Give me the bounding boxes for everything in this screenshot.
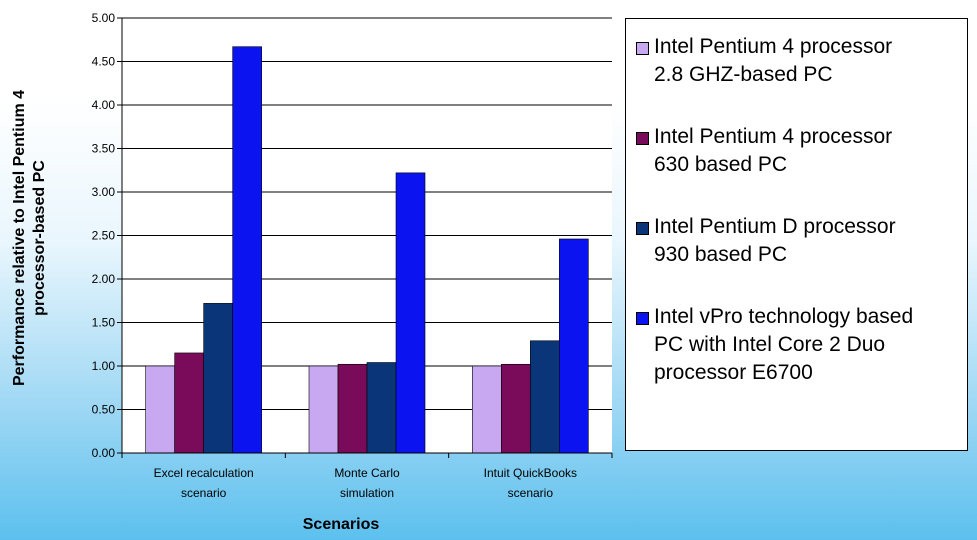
bar — [232, 46, 262, 454]
bar — [174, 352, 204, 454]
legend-swatch — [636, 42, 649, 55]
legend-item: Intel Pentium 4 processor 630 based PC — [636, 123, 967, 213]
y-tick-label: 0.00 — [92, 446, 116, 460]
legend-swatch — [636, 132, 649, 145]
y-tick-label: 2.50 — [92, 229, 116, 243]
legend-label: Intel Pentium D processor 930 based PC — [654, 215, 896, 266]
bar — [559, 238, 589, 454]
bar — [472, 365, 502, 454]
y-tick-label: 1.00 — [92, 359, 116, 373]
x-tick-label: Excel recalculation scenario — [154, 466, 254, 500]
y-axis-title: Performance relative to Intel Pentium 4 … — [11, 89, 48, 387]
y-tick-label: 4.50 — [92, 55, 116, 69]
bar — [203, 303, 233, 454]
y-tick-label: 4.00 — [92, 98, 116, 112]
legend-label: Intel vPro technology based PC with Inte… — [654, 305, 914, 384]
y-tick-label: 2.00 — [92, 272, 116, 286]
legend: Intel Pentium 4 processor 2.8 GHZ-based … — [625, 18, 968, 451]
bar — [145, 365, 175, 454]
bar — [501, 363, 531, 454]
legend-item: Intel vPro technology based PC with Inte… — [636, 303, 967, 393]
bar — [395, 172, 426, 454]
legend-item: Intel Pentium 4 processor 2.8 GHZ-based … — [636, 33, 967, 123]
y-tick-label: 3.00 — [92, 185, 116, 199]
bar — [308, 365, 339, 454]
bar — [366, 362, 397, 454]
y-tick-label: 1.50 — [92, 316, 116, 330]
bar — [337, 363, 368, 454]
legend-label: Intel Pentium 4 processor 2.8 GHZ-based … — [654, 35, 893, 86]
y-tick-label: 0.50 — [92, 403, 116, 417]
legend-swatch — [636, 312, 649, 325]
legend-item: Intel Pentium D processor 930 based PC — [636, 213, 967, 303]
x-tick-label: Intuit QuickBooks scenario — [484, 466, 577, 500]
x-axis-title: Scenarios — [302, 516, 380, 533]
bar — [530, 340, 560, 454]
legend-swatch — [636, 222, 649, 235]
y-tick-label: 5.00 — [92, 11, 116, 25]
x-tick-label: Monte Carlo simulation — [334, 466, 400, 500]
legend-label: Intel Pentium 4 processor 630 based PC — [654, 125, 893, 176]
y-tick-label: 3.50 — [92, 142, 116, 156]
